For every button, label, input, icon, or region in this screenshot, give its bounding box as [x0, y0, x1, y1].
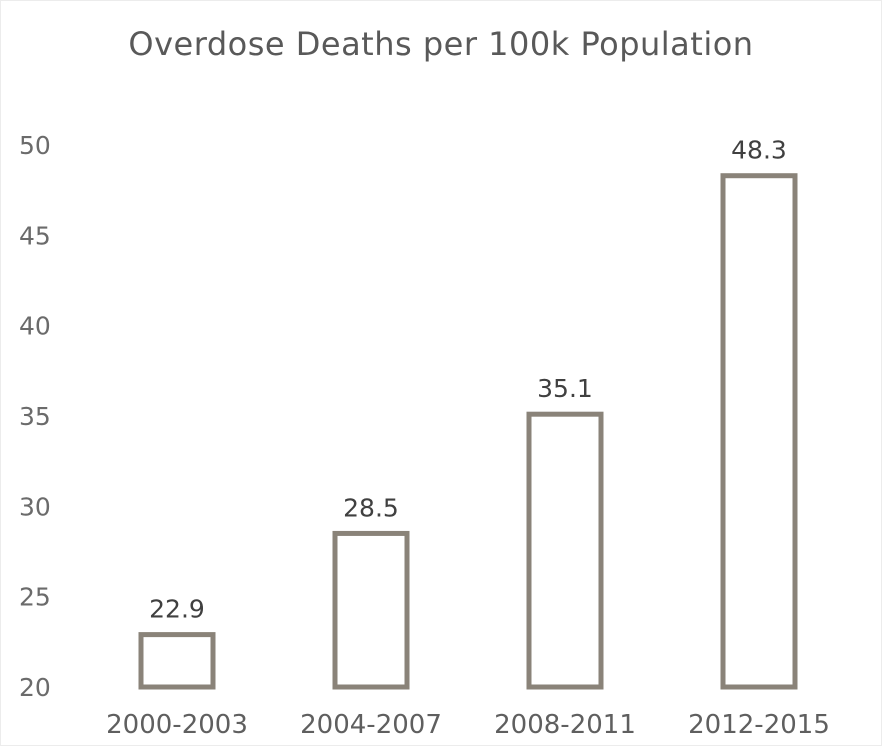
bar-2004-2007: [332, 530, 410, 690]
data-label-2000-2003: 22.9: [149, 595, 205, 624]
bar-2008-2011: [526, 411, 604, 690]
x-category-label: 2008-2011: [494, 710, 636, 740]
chart-title: Overdose Deaths per 100k Population: [128, 25, 754, 63]
bar-2000-2003: [138, 632, 216, 690]
x-category-label: 2000-2003: [106, 710, 248, 740]
y-tick-label: 50: [19, 131, 51, 160]
data-label-2008-2011: 35.1: [537, 374, 593, 403]
y-tick-label: 40: [19, 312, 51, 341]
x-category-label: 2004-2007: [300, 710, 442, 740]
data-label-2012-2015: 48.3: [731, 136, 787, 165]
bar-2012-2015: [720, 173, 798, 690]
y-tick-label: 35: [19, 402, 51, 431]
data-label-2004-2007: 28.5: [343, 493, 399, 522]
y-tick-label: 30: [19, 492, 51, 521]
y-tick-label: 25: [19, 583, 51, 612]
x-category-label: 2012-2015: [688, 710, 830, 740]
y-tick-label: 20: [19, 673, 51, 702]
y-tick-label: 45: [19, 221, 51, 250]
